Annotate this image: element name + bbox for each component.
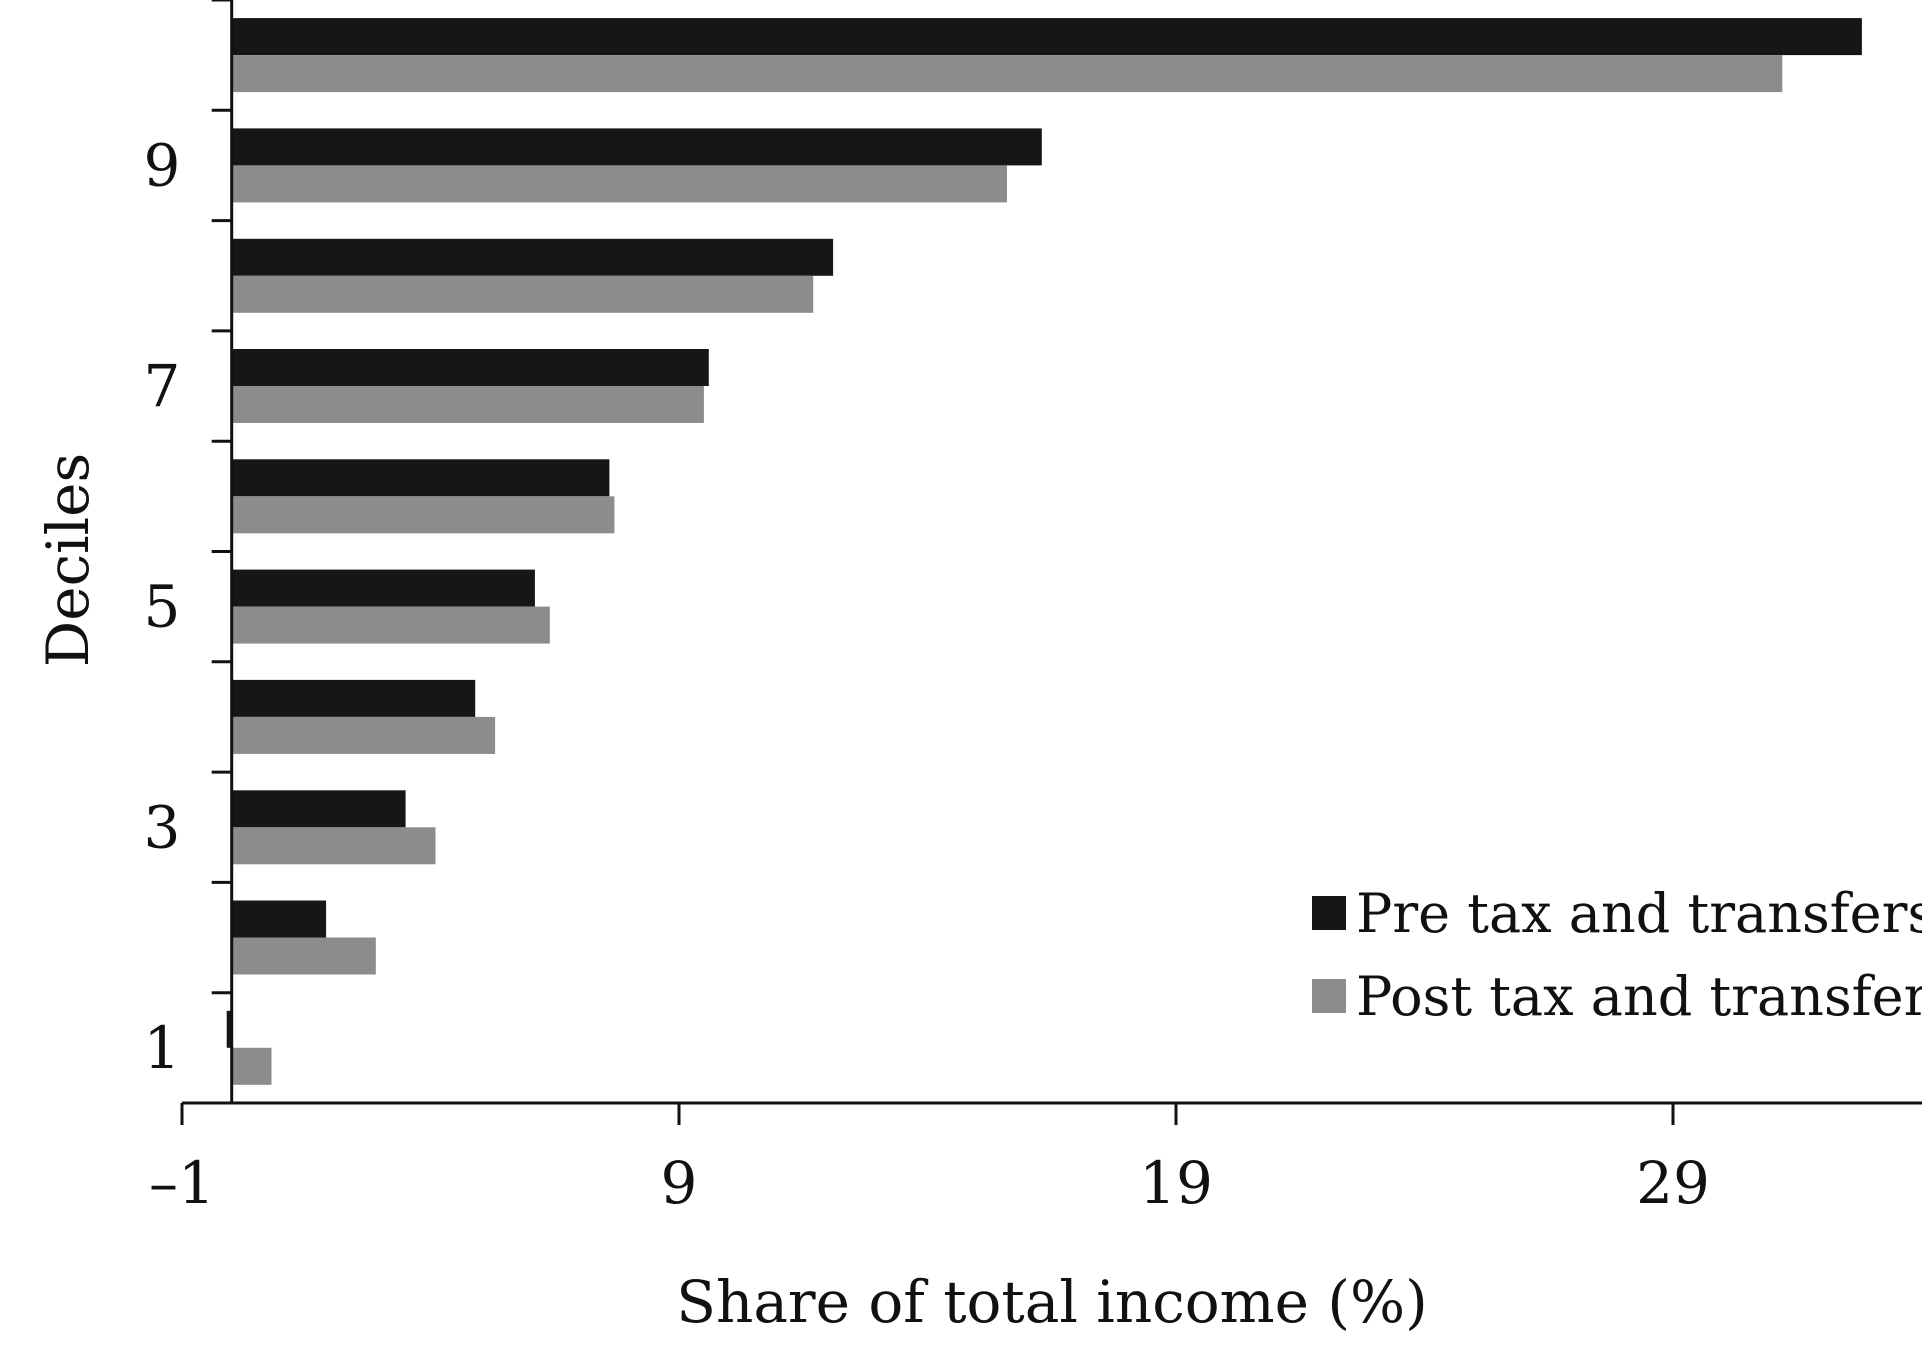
bars-group xyxy=(226,18,1862,1085)
bar-decile-5-pre-tax xyxy=(231,569,535,607)
legend-swatch-post-tax xyxy=(1312,979,1346,1013)
bar-decile-1-pre-tax xyxy=(226,1010,232,1048)
y-axis-title: Deciles xyxy=(34,453,102,668)
bar-decile-2-pre-tax xyxy=(231,900,327,938)
x-tick-label: 29 xyxy=(1636,1149,1710,1217)
bar-decile-4-pre-tax xyxy=(231,679,476,717)
bar-decile-3-post-tax xyxy=(231,827,436,865)
y-tick-label: 5 xyxy=(144,573,181,641)
y-ticks-group: 1 3 5 7 9 xyxy=(144,0,232,1105)
bar-decile-4-post-tax xyxy=(231,716,496,754)
bar-decile-9-post-tax xyxy=(231,165,1007,203)
legend-label-pre-tax: Pre tax and transfers xyxy=(1356,882,1922,945)
x-ticks-group: –1 9 19 29 xyxy=(149,1103,1710,1217)
x-tick-label: –1 xyxy=(149,1149,215,1217)
bar-decile-7-post-tax xyxy=(231,386,704,423)
bar-decile-9-pre-tax xyxy=(231,128,1042,166)
legend-label-post-tax: Post tax and transfers xyxy=(1356,965,1922,1028)
y-tick-label: 1 xyxy=(144,1014,181,1082)
x-axis-title: Share of total income (%) xyxy=(676,1268,1428,1336)
y-tick-label: 7 xyxy=(144,352,181,420)
bar-decile-5-post-tax xyxy=(231,606,550,644)
bar-decile-2-post-tax xyxy=(231,937,376,975)
bar-decile-8-post-tax xyxy=(231,275,814,313)
x-tick-label: 19 xyxy=(1139,1149,1213,1217)
bar-decile-3-pre-tax xyxy=(231,790,406,828)
y-tick-label: 9 xyxy=(144,131,181,199)
x-tick-label: 9 xyxy=(661,1149,698,1217)
bar-decile-10-pre-tax xyxy=(231,18,1862,56)
bar-decile-8-pre-tax xyxy=(231,238,834,276)
y-tick-label: 3 xyxy=(144,793,181,861)
bar-decile-10-post-tax xyxy=(231,55,1783,93)
bar-decile-6-post-tax xyxy=(231,496,615,534)
bar-decile-7-pre-tax xyxy=(231,349,709,386)
legend-swatch-pre-tax xyxy=(1312,896,1346,930)
bar-decile-1-post-tax xyxy=(231,1047,272,1085)
bar-decile-6-pre-tax xyxy=(231,459,610,497)
legend: Pre tax and transfers Post tax and trans… xyxy=(1312,882,1922,1028)
